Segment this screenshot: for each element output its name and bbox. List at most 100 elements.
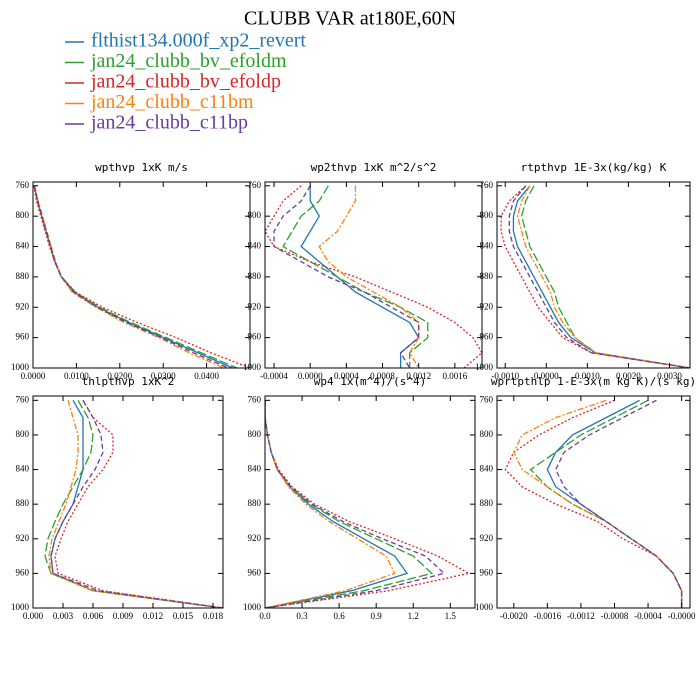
x-tick-label: 0.0000 bbox=[534, 371, 559, 381]
panel-title: wprtpthlp 1-E-3x(m kg K)/(s kg) bbox=[491, 375, 696, 388]
x-tick-label: -0.0016 bbox=[533, 611, 561, 621]
y-tick-label: 960 bbox=[16, 332, 30, 342]
y-tick-label: 880 bbox=[480, 498, 494, 508]
plot-frame bbox=[264, 181, 483, 369]
x-tick-label: -0.0010 bbox=[491, 371, 519, 381]
x-tick-label: -0.0012 bbox=[567, 611, 595, 621]
x-tick-label: 0.012 bbox=[143, 611, 163, 621]
x-tick-label: -0.0008 bbox=[601, 611, 629, 621]
x-tick-label: 0.003 bbox=[53, 611, 74, 621]
x-tick-label: 0.3 bbox=[296, 611, 308, 621]
panel: thlpthvp 1xK^276080084088092096010000.00… bbox=[11, 375, 224, 621]
series-line bbox=[508, 185, 690, 368]
y-tick-label: 920 bbox=[480, 301, 494, 311]
plot-frame bbox=[496, 181, 691, 369]
x-tick-label: 0.0012 bbox=[406, 371, 431, 381]
x-tick-label: 0.018 bbox=[203, 611, 224, 621]
x-tick-label: 0.0010 bbox=[575, 371, 600, 381]
series-line bbox=[513, 399, 683, 608]
panel: wp4 1x(m^4)/(s^4)76080084088092096010000… bbox=[243, 375, 476, 621]
plot-frame bbox=[496, 395, 691, 609]
series-line bbox=[48, 400, 223, 608]
series-line bbox=[546, 399, 683, 608]
y-tick-label: 920 bbox=[248, 301, 262, 311]
series-line bbox=[520, 185, 690, 368]
y-tick-label: 920 bbox=[16, 533, 30, 543]
panel: wpthvp 1xK m/s 760 800 840 880 920 960 10000.00… bbox=[11, 161, 251, 381]
y-tick-label: 840 bbox=[248, 241, 262, 251]
legend-label: flthist134.000f_xp2_revert bbox=[91, 30, 306, 52]
series-line bbox=[44, 400, 223, 608]
x-tick-label: 0.0300 bbox=[151, 371, 176, 381]
y-tick-label: 760 bbox=[16, 180, 30, 190]
y-tick-label: 800 bbox=[480, 210, 494, 220]
x-tick-label: 0.015 bbox=[173, 611, 194, 621]
x-tick-label: 0.0000 bbox=[21, 371, 46, 381]
series-line bbox=[282, 185, 429, 368]
series-line bbox=[529, 399, 683, 608]
x-tick-label: 1.2 bbox=[408, 611, 419, 621]
y-tick-label: 800 bbox=[248, 429, 262, 439]
y-tick-label: 840 bbox=[16, 241, 30, 251]
x-tick-label: -0.0004 bbox=[260, 371, 288, 381]
series-line bbox=[33, 185, 233, 368]
series-line bbox=[512, 185, 690, 368]
y-tick-label: 1000 bbox=[243, 362, 262, 372]
panel: rtpthvp 1E-3x(kg/kg) K 760 800 840 880 920 960… bbox=[475, 161, 691, 381]
x-tick-label: 0.0030 bbox=[657, 371, 682, 381]
series-line bbox=[54, 400, 223, 608]
series-line bbox=[516, 185, 690, 368]
plot-frame bbox=[32, 395, 224, 609]
y-tick-label: 920 bbox=[480, 533, 494, 543]
y-tick-label: 960 bbox=[248, 332, 262, 342]
series-line bbox=[265, 400, 446, 608]
y-tick-label: 1000 bbox=[475, 602, 494, 612]
y-tick-label: 1000 bbox=[475, 362, 494, 372]
series-line bbox=[265, 185, 482, 368]
series-line bbox=[504, 399, 683, 608]
y-tick-label: 760 bbox=[480, 394, 494, 404]
x-tick-label: 0.0400 bbox=[194, 371, 219, 381]
y-tick-label: 880 bbox=[248, 498, 262, 508]
y-tick-label: 760 bbox=[16, 394, 30, 404]
x-tick-label: -0.0020 bbox=[500, 611, 528, 621]
x-tick-label: 0.9 bbox=[371, 611, 383, 621]
x-tick-label: 0.0004 bbox=[334, 371, 359, 381]
x-tick-label: -0.0004 bbox=[634, 611, 662, 621]
y-tick-label: 800 bbox=[248, 210, 262, 220]
y-tick-label: 760 bbox=[248, 180, 262, 190]
y-tick-label: 840 bbox=[16, 464, 30, 474]
x-tick-label: 0.000 bbox=[23, 611, 44, 621]
panel: wp2thvp 1xK m^2/s^2 760 800 840 880 920 960 100… bbox=[243, 161, 483, 381]
y-tick-label: 840 bbox=[248, 464, 262, 474]
y-tick-label: 800 bbox=[480, 429, 494, 439]
y-tick-label: 1000 bbox=[11, 602, 30, 612]
series-line bbox=[265, 400, 396, 608]
x-tick-label: 0.0200 bbox=[107, 371, 132, 381]
series-line bbox=[500, 185, 690, 368]
plot-frame bbox=[32, 181, 251, 369]
series-line bbox=[555, 399, 683, 608]
panel-title: wpthvp 1xK m/s bbox=[95, 161, 188, 174]
panel-title: wp2thvp 1xK m^2/s^2 bbox=[311, 161, 437, 174]
y-tick-label: 960 bbox=[248, 567, 262, 577]
legend-label: jan24_clubb_c11bm bbox=[90, 91, 254, 113]
panel-title: thlpthvp 1xK^2 bbox=[82, 375, 175, 388]
y-tick-label: 1000 bbox=[11, 362, 30, 372]
x-tick-label: 0.6 bbox=[333, 611, 345, 621]
series-line bbox=[265, 400, 434, 608]
x-tick-label: 1.5 bbox=[445, 611, 457, 621]
x-tick-label: 0.0020 bbox=[616, 371, 641, 381]
series-line bbox=[265, 400, 471, 608]
legend-label: jan24_clubb_bv_efoldp bbox=[90, 71, 281, 93]
x-tick-label: 0.006 bbox=[83, 611, 104, 621]
series-line bbox=[273, 185, 420, 368]
series-line bbox=[318, 185, 420, 368]
y-tick-label: 880 bbox=[16, 271, 30, 281]
y-tick-label: 880 bbox=[16, 498, 30, 508]
series-line bbox=[300, 185, 420, 368]
series-line bbox=[33, 185, 238, 368]
legend-label: jan24_clubb_bv_efoldm bbox=[90, 50, 287, 72]
